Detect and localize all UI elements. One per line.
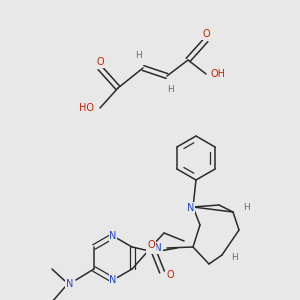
Text: N: N xyxy=(109,275,117,285)
Text: H: H xyxy=(243,203,249,212)
Text: O: O xyxy=(166,270,174,280)
Text: OH: OH xyxy=(211,69,226,79)
Text: N: N xyxy=(66,279,74,289)
Text: H: H xyxy=(232,253,238,262)
Text: N: N xyxy=(109,231,117,241)
Text: HN: HN xyxy=(147,243,162,253)
Text: HO: HO xyxy=(79,103,94,113)
Text: H: H xyxy=(136,50,142,59)
Text: O: O xyxy=(96,57,104,67)
Text: O: O xyxy=(147,240,155,250)
Text: N: N xyxy=(187,203,195,213)
Text: O: O xyxy=(202,29,210,39)
Text: H: H xyxy=(168,85,174,94)
